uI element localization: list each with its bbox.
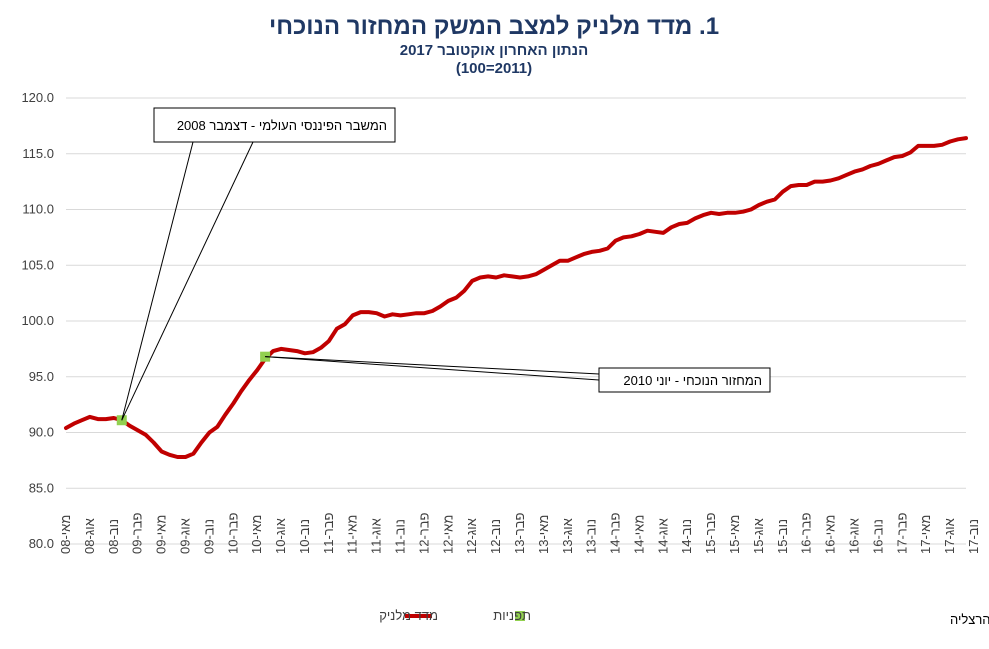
gridlines xyxy=(66,97,966,545)
x-tick-label: אוג-17 xyxy=(942,518,957,554)
x-tick-label: נוב-12 xyxy=(488,519,503,554)
x-tick-label: פבר-17 xyxy=(894,512,909,554)
x-tick-label: מאי-17 xyxy=(918,515,933,554)
x-tick-label: מאי-11 xyxy=(345,515,360,554)
annotation-leader-line xyxy=(265,356,600,375)
x-tick-label: פבר-15 xyxy=(703,512,718,554)
x-tick-label: אוג-12 xyxy=(464,518,479,554)
y-tick-label: 80.0 xyxy=(29,536,54,551)
chart-title: 1. מדד מלניק למצב המשק המחזור הנוכחי xyxy=(269,13,719,40)
y-tick-label: 105.0 xyxy=(21,257,54,272)
y-tick-label: 110.0 xyxy=(22,202,54,217)
x-tick-label: אוג-15 xyxy=(751,518,766,554)
x-tick-label: נוב-13 xyxy=(584,519,599,554)
x-tick-label: אוג-09 xyxy=(177,518,192,554)
y-axis: 80.0 85.0 90.0 95.0 100.0 105.0 110.0 115.0 120.… xyxy=(21,90,54,551)
x-tick-label: פבר-11 xyxy=(321,512,336,554)
chart-base-note: (100=2011) xyxy=(456,60,532,77)
y-tick-label: 115.0 xyxy=(22,146,54,161)
x-tick-label: אוג-14 xyxy=(655,518,670,554)
x-tick-label: מאי-15 xyxy=(727,515,742,554)
annotation-box xyxy=(153,107,396,143)
legend-label-index: מדד מלניק xyxy=(379,608,438,623)
x-tick-label: מאי-08 xyxy=(58,515,73,554)
x-tick-label: פבר-10 xyxy=(225,512,240,554)
x-tick-label: נוב-14 xyxy=(679,519,694,554)
x-tick-label: אוג-10 xyxy=(273,518,288,554)
x-tick-label: אוג-16 xyxy=(846,518,861,554)
x-tick-label: פבר-13 xyxy=(512,512,527,554)
x-tick-label: פבר-09 xyxy=(130,512,145,554)
y-tick-label: 100.0 xyxy=(21,313,54,328)
legend-label-turning-points: תפניות xyxy=(493,608,531,623)
x-tick-label: מאי-10 xyxy=(249,515,264,554)
x-tick-label: מאי-13 xyxy=(536,515,551,554)
x-tick-label: פבר-14 xyxy=(608,512,623,554)
x-tick-label: נוב-15 xyxy=(775,519,790,554)
x-tick-label: אוג-11 xyxy=(369,518,384,554)
annotation-box xyxy=(598,367,771,393)
annotation-label: המחזור הנוכחי - יוני 2010 xyxy=(623,373,762,388)
x-tick-label: נוב-16 xyxy=(870,519,885,554)
annotation-leader-line xyxy=(121,141,194,421)
x-tick-label: נוב-09 xyxy=(201,519,216,554)
legend-marker-swatch xyxy=(515,611,525,621)
x-tick-label: נוב-10 xyxy=(297,519,312,554)
x-tick-label: נוב-17 xyxy=(966,519,981,554)
x-axis: מאי-08 אוג-08 נוב-08 פבר-09 מאי-09 אוג-09 נוב-… xyxy=(58,512,981,554)
x-tick-label: אוג-08 xyxy=(82,518,97,554)
annotation-label: המשבר הפיננסי העולמי - דצמבר 2008 xyxy=(177,118,387,133)
x-tick-label: נוב-08 xyxy=(106,519,121,554)
y-tick-label: 90.0 xyxy=(29,425,54,440)
chart-subtitle: הנתון האחרון אוקטובר 2017 xyxy=(400,42,589,59)
y-tick-label: 120.0 xyxy=(21,90,54,105)
annotation-leader-line xyxy=(121,141,254,421)
x-tick-label: אוג-13 xyxy=(560,518,575,554)
y-tick-label: 85.0 xyxy=(29,480,54,495)
x-tick-label: פבר-12 xyxy=(416,512,431,554)
series-group xyxy=(64,136,968,459)
legend: מדד מלניק תפניות xyxy=(379,608,531,623)
annotations: המשבר הפיננסי העולמי - דצמבר 2008 המחזור … xyxy=(121,107,771,421)
x-tick-label: מאי-14 xyxy=(631,515,646,554)
credit-text: פרופ' רפי מלניק, המרכז הבינתחומי הרצליה xyxy=(950,612,989,627)
annotation-leader-line xyxy=(265,356,600,381)
x-tick-label: נוב-11 xyxy=(393,519,408,554)
x-tick-label: מאי-09 xyxy=(154,515,169,554)
x-tick-label: מאי-16 xyxy=(823,515,838,554)
series-line-index xyxy=(64,136,968,459)
x-tick-label: פבר-16 xyxy=(799,512,814,554)
y-tick-label: 95.0 xyxy=(29,369,54,384)
x-tick-label: מאי-12 xyxy=(440,515,455,554)
